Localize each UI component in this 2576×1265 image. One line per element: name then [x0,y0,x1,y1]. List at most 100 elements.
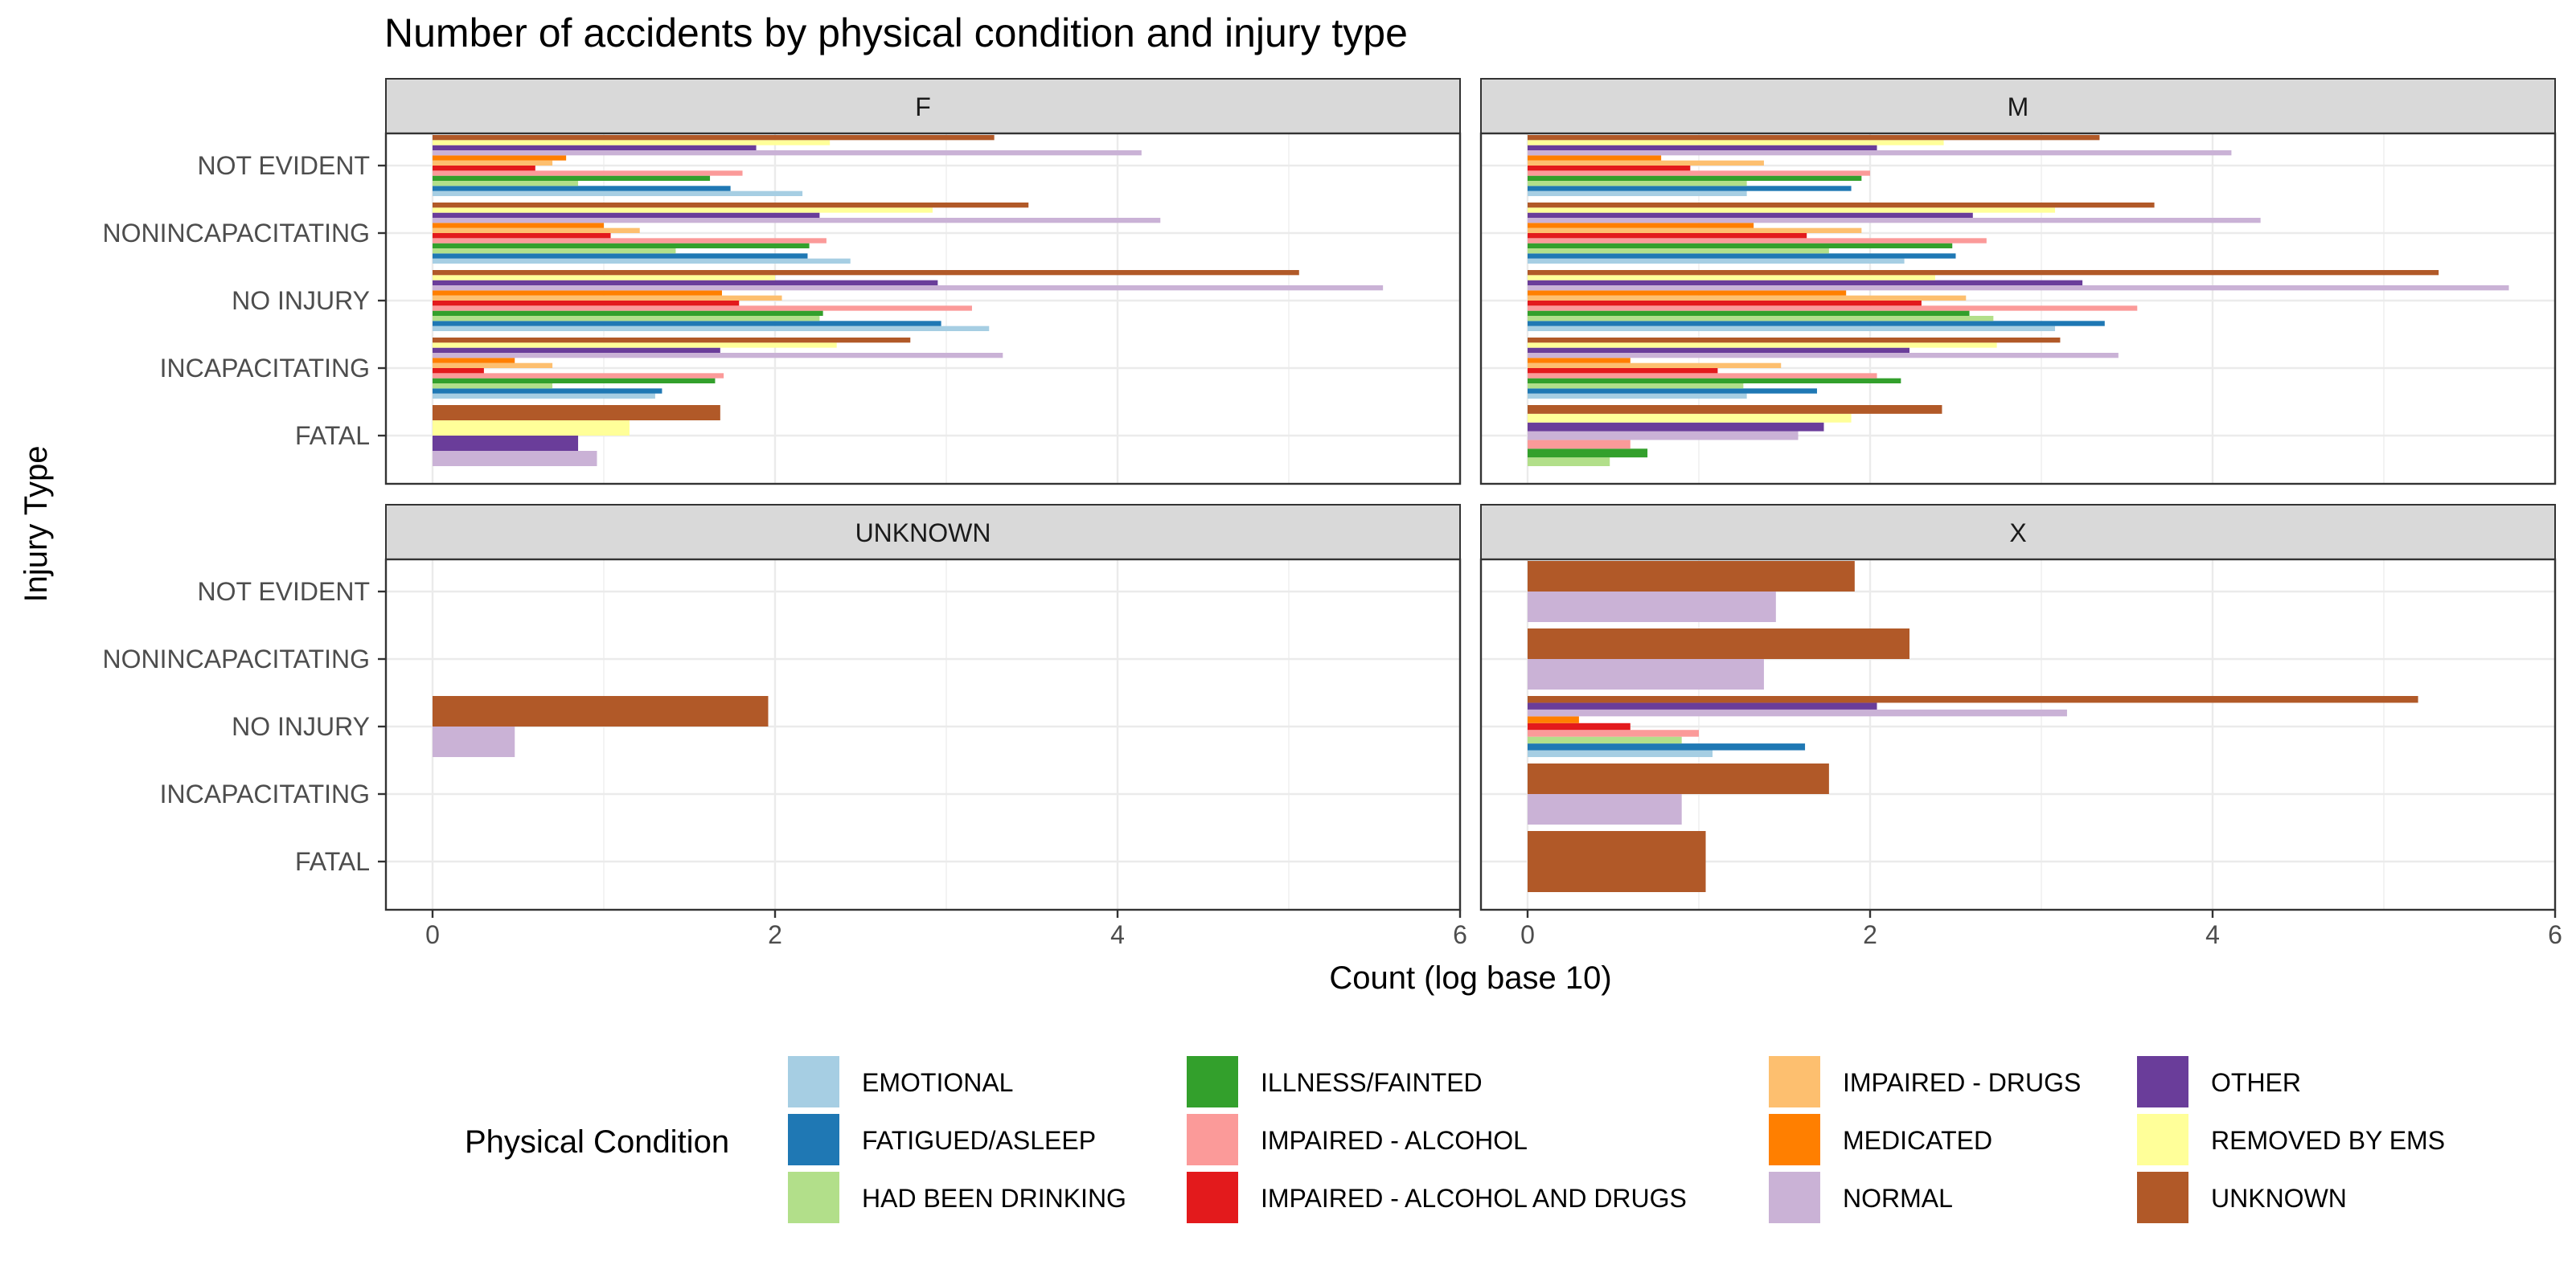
x-tick-label: 6 [2548,920,2562,949]
y-tick-label: NO INJURY [232,286,370,315]
bar-x-no-injury-other [1528,702,1877,710]
legend-label: IMPAIRED - ALCOHOL [1261,1126,1528,1155]
bar-f-not-evident-fatigued-asleep [433,186,731,191]
y-tick-label: NOT EVIDENT [197,577,370,606]
bar-m-fatal-impaired-alcohol [1528,440,1631,449]
bar-m-not-evident-impaired-alcohol-and-drugs [1528,166,1691,171]
legend-label: OTHER [2211,1068,2301,1097]
legend-key [1187,1172,1238,1223]
y-tick-label: FATAL [295,421,370,450]
bar-m-not-evident-medicated [1528,155,1662,161]
bar-f-nonincapacitating-normal [433,218,1161,223]
bar-f-not-evident-normal [433,150,1142,156]
x-tick-label: 6 [1453,920,1467,949]
bar-m-no-injury-impaired-alcohol [1528,305,2138,311]
y-tick-label: INCAPACITATING [160,354,370,383]
bar-f-incapacitating-illness-fainted [433,378,716,383]
x-tick-label: 2 [768,920,782,949]
legend-item-fatigued-asleep: FATIGUED/ASLEEP [788,1114,1096,1165]
bar-m-not-evident-impaired-alcohol [1528,170,1870,176]
legend-label: REMOVED BY EMS [2211,1126,2445,1155]
bar-f-incapacitating-medicated [433,358,515,363]
legend-item-other: OTHER [2137,1056,2301,1107]
bar-m-fatal-unknown [1528,405,1942,414]
facet-panel-unknown: UNKNOWN FATAL INCAPACITATING NO INJURY NONIN… [103,504,1467,949]
panel-border [1479,558,2557,911]
bar-f-nonincapacitating-impaired-alcohol [433,238,827,244]
legend-key [1769,1114,1820,1165]
legend-item-impaired-alcohol-and-drugs: IMPAIRED - ALCOHOL AND DRUGS [1187,1172,1687,1223]
bar-m-no-injury-impaired-drugs [1528,295,1967,301]
bar-m-incapacitating-fatigued-asleep [1528,388,1817,394]
bar-m-incapacitating-medicated [1528,358,1631,363]
x-tick-label: 4 [1110,920,1125,949]
legend-key [1769,1172,1820,1223]
x-tick-label: 0 [425,920,440,949]
bar-m-incapacitating-unknown [1528,338,2061,343]
legend-label: UNKNOWN [2211,1184,2347,1213]
bar-x-no-injury-medicated [1528,716,1579,723]
bar-f-nonincapacitating-emotional [433,258,851,264]
bar-f-not-evident-unknown [433,135,995,141]
bar-f-no-injury-impaired-drugs [433,295,782,301]
x-axis-title: Count (log base 10) [1329,960,1611,996]
bar-m-incapacitating-other [1528,347,1909,353]
y-tick-label: NONINCAPACITATING [103,645,370,673]
legend-item-removed-by-ems: REMOVED BY EMS [2137,1114,2445,1165]
bar-f-incapacitating-impaired-alcohol-and-drugs [433,368,484,374]
facet-panel-m: M [1479,78,2557,485]
bar-f-nonincapacitating-unknown [433,203,1029,208]
bar-f-not-evident-medicated [433,155,567,161]
bar-f-nonincapacitating-had-been-drinking [433,248,676,254]
bar-f-no-injury-emotional [433,325,990,331]
panel-border [384,132,1462,485]
bar-m-nonincapacitating-impaired-alcohol [1528,238,1987,244]
bar-x-not-evident-unknown [1528,561,1855,592]
bar-m-fatal-removed-by-ems [1528,413,1852,423]
bar-m-no-injury-fatigued-asleep [1528,321,2105,326]
bar-f-not-evident-other [433,145,757,150]
bar-m-incapacitating-normal [1528,353,2119,358]
bar-m-no-injury-illness-fainted [1528,310,1970,316]
bar-m-incapacitating-impaired-drugs [1528,362,1782,368]
legend-label: HAD BEEN DRINKING [862,1184,1126,1213]
bar-f-nonincapacitating-impaired-drugs [433,227,640,233]
bar-f-fatal-removed-by-ems [433,420,630,436]
bar-x-no-injury-normal [1528,709,2067,717]
legend-key [2137,1172,2188,1223]
legend-key [1187,1056,1238,1107]
x-tick-label: 2 [1863,920,1877,949]
bar-x-nonincapacitating-normal [1528,659,1764,690]
bar-m-no-injury-normal [1528,285,2509,291]
bar-m-nonincapacitating-removed-by-ems [1528,207,2056,213]
bar-x-no-injury-impaired-alcohol-and-drugs [1528,723,1631,731]
facet-strip-label: UNKNOWN [855,518,991,547]
bar-m-no-injury-unknown [1528,270,2439,276]
bar-f-nonincapacitating-fatigued-asleep [433,253,808,259]
legend-key [788,1114,839,1165]
bar-m-incapacitating-illness-fainted [1528,378,1901,383]
bar-m-incapacitating-impaired-alcohol-and-drugs [1528,368,1718,374]
bar-f-not-evident-illness-fainted [433,175,711,181]
legend-item-unknown: UNKNOWN [2137,1172,2347,1223]
legend-key [2137,1114,2188,1165]
bar-m-not-evident-normal [1528,150,2232,156]
bar-x-no-injury-emotional [1528,750,1713,757]
facet-panel-x: X 0 2 4 6 [1479,504,2562,949]
y-tick-label: NO INJURY [232,712,370,741]
bar-unknown-no-injury-normal [433,727,515,757]
y-tick-label: NOT EVIDENT [197,151,370,180]
bar-m-fatal-normal [1528,431,1799,440]
bar-m-nonincapacitating-normal [1528,218,2261,223]
bar-m-nonincapacitating-had-been-drinking [1528,248,1829,254]
bar-f-not-evident-impaired-alcohol-and-drugs [433,166,535,171]
bar-f-nonincapacitating-other [433,212,820,218]
bar-m-nonincapacitating-other [1528,212,1973,218]
facet-strip-label: M [2008,92,2029,121]
panel-border [1479,132,2557,485]
legend-item-impaired-alcohol: IMPAIRED - ALCOHOL [1187,1114,1528,1165]
bar-m-no-injury-impaired-alcohol-and-drugs [1528,301,1922,306]
bar-f-no-injury-had-been-drinking [433,316,820,321]
legend-item-had-been-drinking: HAD BEEN DRINKING [788,1172,1126,1223]
